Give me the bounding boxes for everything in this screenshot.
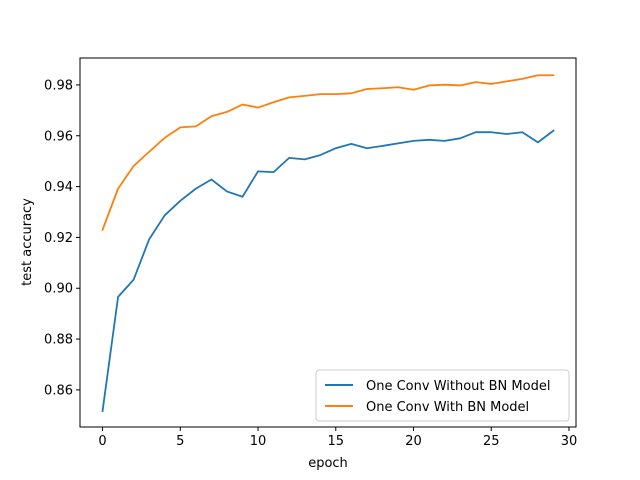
x-tick-label: 30 [561, 434, 578, 449]
y-tick-label: 0.92 [44, 231, 73, 246]
x-tick-label: 20 [405, 434, 422, 449]
x-tick-label: 25 [483, 434, 500, 449]
legend-label-without-bn: One Conv Without BN Model [366, 379, 550, 394]
y-tick-label: 0.88 [44, 333, 73, 348]
axes-frame [79, 57, 577, 428]
series-line-0 [101, 129, 555, 413]
legend-box [315, 369, 570, 422]
x-tick-label: 0 [98, 434, 106, 449]
x-tick-label: 10 [250, 434, 267, 449]
y-tick-label: 0.94 [44, 180, 73, 195]
legend: One Conv Without BN Model One Conv With … [315, 369, 570, 422]
y-tick-label: 0.96 [44, 129, 73, 144]
series-line-1 [101, 74, 555, 231]
legend-label-with-bn: One Conv With BN Model [366, 400, 529, 415]
y-axis-label: test accuracy [20, 198, 35, 286]
y-tick-label: 0.98 [44, 78, 73, 93]
plot-area [80, 58, 576, 427]
y-tick-label: 0.86 [44, 383, 73, 398]
series-lines [101, 74, 555, 413]
x-tick-label: 15 [328, 434, 345, 449]
x-axis-label: epoch [308, 456, 348, 471]
x-tick-label: 5 [176, 434, 184, 449]
y-tick-label: 0.90 [44, 282, 73, 297]
y-axis-ticks: 0.86 0.88 0.90 0.92 0.94 0.96 0.98 [44, 78, 80, 398]
x-axis-ticks: 0 5 10 15 20 25 30 [98, 427, 577, 449]
